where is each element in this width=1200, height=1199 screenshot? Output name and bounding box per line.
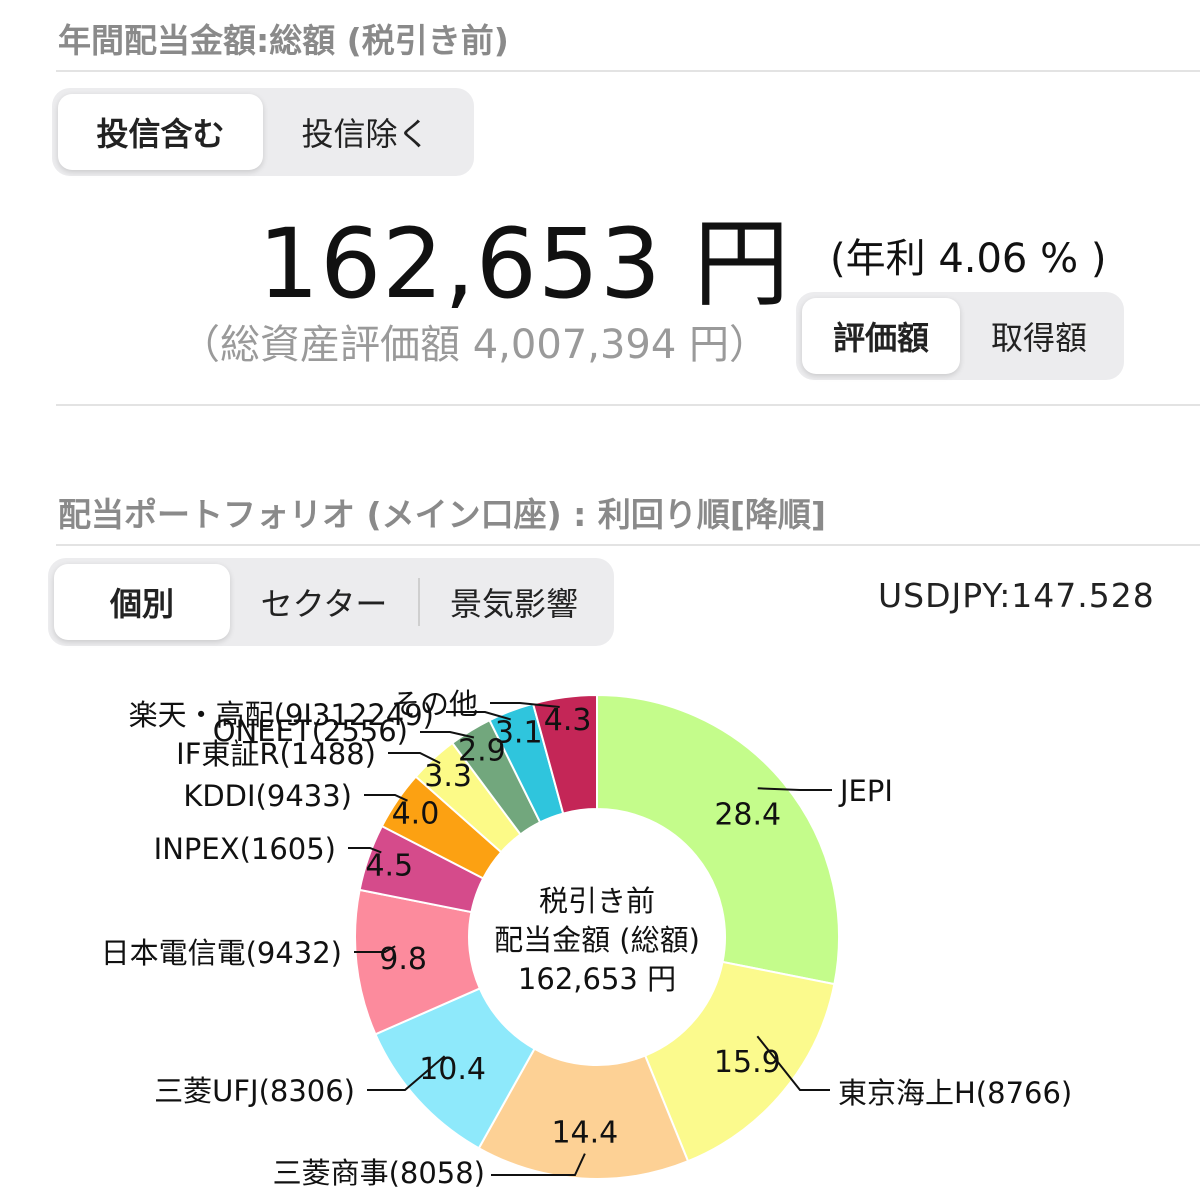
slice-value-label: 14.4 <box>551 1116 618 1151</box>
fund-toggle: 投信含む 投信除く <box>52 88 474 176</box>
basis-toggle: 評価額 取得額 <box>796 292 1124 380</box>
category-label: その他 <box>391 687 478 721</box>
annual-yield: (年利 4.06 % ) <box>830 236 1107 282</box>
annual-dividend-title: 年間配当金額:総額 (税引き前) <box>58 21 509 60</box>
tab-individual[interactable]: 個別 <box>54 564 230 640</box>
leader-line <box>367 1055 446 1091</box>
exclude-funds-button[interactable]: 投信除く <box>301 115 430 153</box>
total-assets-value: （総資産評価額 4,007,394 円） <box>180 322 770 368</box>
category-label: 三菱商事(8058) <box>273 1156 485 1190</box>
usdjpy-rate: USDJPY:147.528 <box>878 576 1155 615</box>
divider-portfolio <box>56 544 1200 546</box>
divider-middle <box>56 404 1200 406</box>
leader-line <box>490 702 560 708</box>
slice-value-label: 4.5 <box>365 848 413 883</box>
category-label: 日本電信電(9432) <box>101 936 342 970</box>
leader-line <box>491 1153 586 1176</box>
slice-value-label: 3.3 <box>424 759 472 794</box>
leader-line <box>756 1035 830 1091</box>
slice-value-label: 4.3 <box>544 703 592 738</box>
portfolio-tabs: 個別 セクター 景気影響 <box>48 558 614 646</box>
donut-hole <box>485 825 709 1049</box>
category-label: JEPI <box>838 774 893 808</box>
category-label: 東京海上H(8766) <box>838 1076 1072 1110</box>
tab-economic-impact[interactable]: 景気影響 <box>449 585 578 623</box>
leader-line <box>420 731 475 739</box>
tab-separator <box>418 578 420 626</box>
slice-value-label: 28.4 <box>714 797 781 832</box>
category-label: KDDI(9433) <box>183 779 352 813</box>
leader-line <box>446 711 511 721</box>
total-dividend-amount: 162,653 円 <box>258 208 791 320</box>
leader-line <box>364 794 408 802</box>
leader-line <box>757 787 832 791</box>
tab-sector[interactable]: セクター <box>260 585 388 623</box>
center-text-line-1: 税引き前 <box>539 884 655 918</box>
slice-value-label: 15.9 <box>714 1045 781 1080</box>
include-funds-button[interactable]: 投信含む <box>58 94 263 170</box>
slice-value-label: 2.9 <box>458 734 506 769</box>
center-text-line-3: 162,653 円 <box>518 962 676 996</box>
category-label: ONEET(2556) <box>213 714 408 748</box>
portfolio-title: 配当ポートフォリオ (メイン口座) : 利回り順[降順] <box>58 495 826 534</box>
center-text-line-2: 配当金額 (総額) <box>494 923 700 957</box>
acquisition-basis-button[interactable]: 取得額 <box>990 319 1087 357</box>
category-label: INPEX(1605) <box>154 832 336 866</box>
category-label: 楽天・高配(9I312249) <box>129 698 434 732</box>
leader-line <box>388 752 441 764</box>
slice-value-label: 4.0 <box>392 797 440 832</box>
slice-value-label: 3.1 <box>495 715 543 750</box>
category-label: IF東証R(1488) <box>176 737 376 771</box>
divider-top <box>56 70 1200 72</box>
slice-value-label: 9.8 <box>379 942 427 977</box>
slice-value-label: 10.4 <box>419 1052 486 1087</box>
valuation-basis-button[interactable]: 評価額 <box>802 298 960 374</box>
leader-line <box>354 945 396 953</box>
leader-line <box>348 847 382 854</box>
category-label: 三菱UFJ(8306) <box>154 1074 355 1108</box>
